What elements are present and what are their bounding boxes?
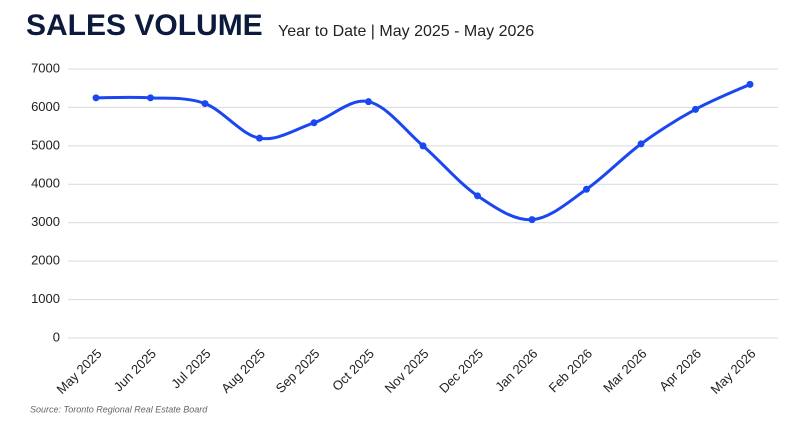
x-tick-label: Sep 2025 [273, 346, 323, 396]
point [637, 140, 645, 148]
x-tick-label: May 2025 [54, 346, 105, 397]
x-tick-label: Jul 2025 [168, 346, 213, 391]
x-tick-label: Aug 2025 [218, 346, 268, 396]
x-tick-label: Feb 2026 [546, 346, 595, 395]
point [474, 192, 481, 200]
y-tick-label: 3000 [31, 214, 60, 229]
chart-title: SALES VOLUME [26, 9, 263, 42]
y-tick-label: 1000 [31, 291, 60, 306]
y-tick-label: 6000 [31, 99, 60, 114]
x-tick-label: Jan 2026 [492, 346, 540, 394]
point [310, 119, 318, 127]
point [419, 142, 427, 150]
y-tick-label: 7000 [31, 60, 60, 75]
source-note: Source: Toronto Regional Real Estate Boa… [30, 404, 208, 414]
point [201, 100, 209, 108]
point [583, 185, 590, 193]
y-tick-label: 4000 [31, 176, 60, 191]
line [95, 83, 751, 222]
y-tick-label: 5000 [31, 137, 60, 152]
x-tick-label: Nov 2025 [382, 346, 432, 396]
y-tick-label: 0 [53, 329, 60, 344]
point [692, 105, 699, 113]
x-tick-label: Oct 2025 [329, 346, 377, 394]
y-tick-label: 2000 [31, 253, 60, 268]
chart-subtitle: Year to Date | May 2025 - May 2026 [278, 23, 534, 40]
point [528, 216, 536, 224]
point [92, 94, 100, 102]
x-tick-label: May 2026 [708, 346, 759, 397]
point [147, 94, 154, 102]
x-tick-label: Mar 2026 [600, 346, 649, 395]
x-tick-label: Jun 2025 [111, 346, 159, 394]
point [256, 134, 263, 142]
x-tick-label: Apr 2026 [656, 346, 704, 394]
point [746, 80, 754, 88]
point [365, 98, 372, 106]
x-tick-label: Dec 2025 [436, 346, 486, 396]
